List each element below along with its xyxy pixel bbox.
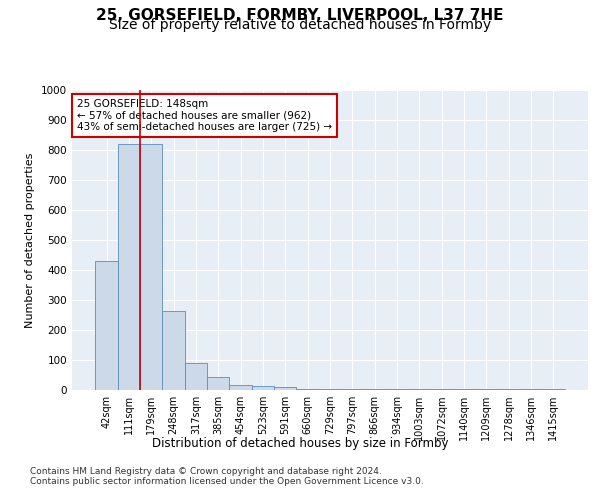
Text: Contains public sector information licensed under the Open Government Licence v3: Contains public sector information licen… [30, 477, 424, 486]
Bar [185, 363, 207, 390]
Bar [229, 384, 252, 390]
Text: 25 GORSEFIELD: 148sqm
← 57% of detached houses are smaller (962)
43% of semi-det: 25 GORSEFIELD: 148sqm ← 57% of detached … [77, 99, 332, 132]
Bar [95, 261, 118, 390]
Bar [319, 388, 341, 390]
Bar [274, 387, 296, 390]
Bar [207, 376, 229, 390]
Text: Contains HM Land Registry data © Crown copyright and database right 2024.: Contains HM Land Registry data © Crown c… [30, 467, 382, 476]
Text: 25, GORSEFIELD, FORMBY, LIVERPOOL, L37 7HE: 25, GORSEFIELD, FORMBY, LIVERPOOL, L37 7… [96, 8, 504, 22]
Bar [520, 388, 542, 390]
Bar [252, 386, 274, 390]
Bar [118, 144, 140, 390]
Text: Distribution of detached houses by size in Formby: Distribution of detached houses by size … [152, 438, 448, 450]
Bar [163, 310, 185, 390]
Bar [140, 144, 163, 390]
Y-axis label: Number of detached properties: Number of detached properties [25, 152, 35, 328]
Text: Size of property relative to detached houses in Formby: Size of property relative to detached ho… [109, 18, 491, 32]
Bar [296, 388, 319, 390]
